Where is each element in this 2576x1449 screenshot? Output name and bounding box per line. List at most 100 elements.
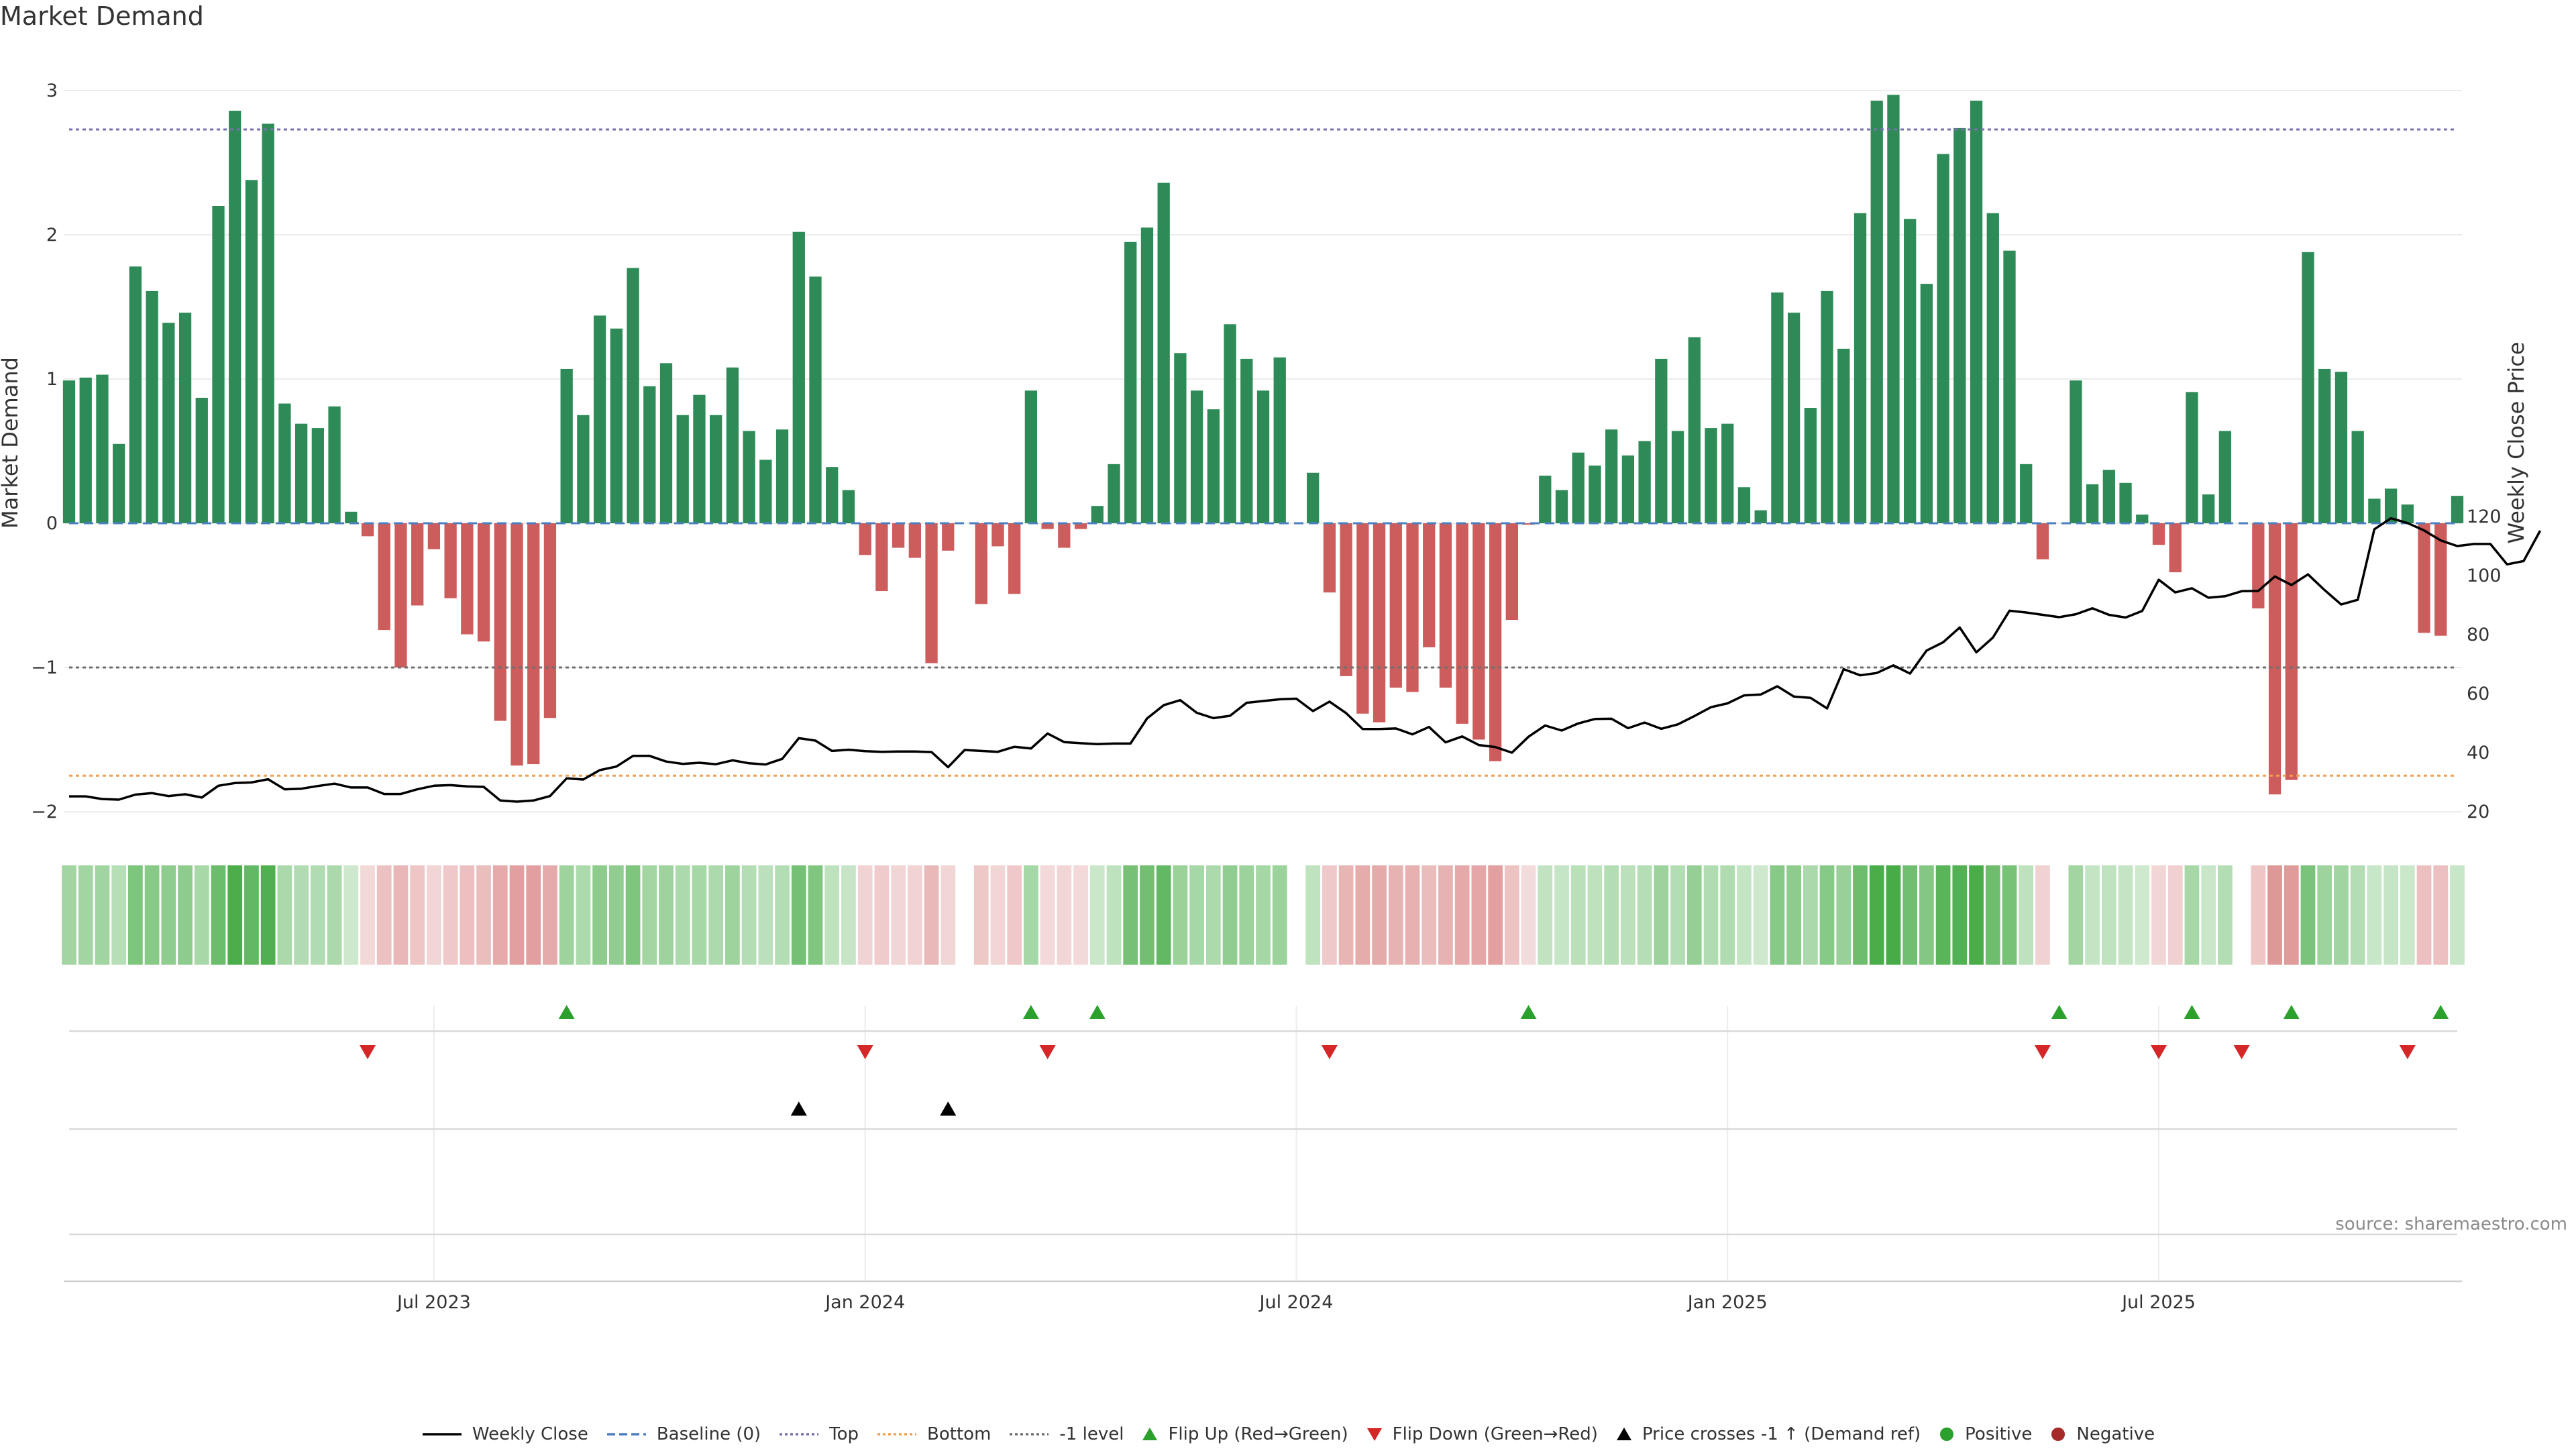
demand-bar-positive	[178, 313, 192, 523]
heat-strip	[62, 865, 2465, 965]
legend-item-positive: Positive	[1938, 1424, 2032, 1444]
flip-up-marker	[2184, 1005, 2200, 1019]
demand-bar-positive	[1870, 101, 1883, 524]
heat-cell-positive	[2218, 865, 2233, 965]
legend-line-icon	[422, 1433, 462, 1436]
demand-bar-positive	[1671, 431, 1684, 523]
heat-cell-negative	[2284, 865, 2299, 965]
heat-cell-positive	[2019, 865, 2034, 965]
legend-symbol	[1940, 1428, 1954, 1441]
left-axis-title: Market Demand	[0, 357, 23, 529]
legend-item-minus-one: -1 level	[1008, 1424, 1124, 1444]
demand-bar-positive	[1986, 213, 1999, 523]
heat-cell-positive	[111, 865, 127, 965]
demand-bar-positive	[328, 406, 341, 523]
heat-cell-negative	[543, 865, 557, 965]
heat-cell-positive	[1123, 865, 1138, 965]
heat-cell-positive	[1256, 865, 1271, 965]
demand-bar-positive	[1970, 101, 1983, 524]
heat-cell-positive	[741, 865, 757, 965]
source-note: source: sharemaestro.com	[2335, 1214, 2567, 1234]
demand-bar-positive	[693, 394, 706, 523]
demand-bar-positive	[577, 415, 590, 523]
legend-marker-icon	[1616, 1428, 1631, 1440]
heat-cell-negative	[1504, 865, 1519, 965]
demand-bar-negative	[494, 523, 506, 721]
heat-cell-positive	[227, 865, 243, 965]
heat-cell-positive	[1189, 865, 1204, 965]
heat-cell-positive	[1969, 865, 1984, 965]
heat-cell-positive	[1272, 865, 1287, 965]
heat-cell-negative	[2267, 865, 2282, 965]
heat-cell-negative	[1040, 865, 1055, 965]
demand-bar-positive	[2451, 496, 2464, 523]
heat-cell-positive	[194, 865, 209, 965]
legend-item-flip-up: Flip Up (Red→Green)	[1141, 1424, 1348, 1444]
demand-bar-negative	[1472, 523, 1485, 740]
demand-bar-negative	[1356, 523, 1369, 714]
demand-bar-negative	[1074, 523, 1087, 529]
demand-bar-positive	[129, 266, 142, 523]
legend-marker-icon	[1940, 1428, 1954, 1441]
legend-label: Negative	[2076, 1424, 2155, 1444]
demand-bar-positive	[1024, 390, 1038, 523]
heat-cell-negative	[1007, 865, 1022, 965]
demand-bar-positive	[643, 386, 656, 523]
demand-bar-positive	[710, 415, 722, 523]
demand-bar-positive	[229, 111, 241, 524]
heat-cell-positive	[78, 865, 93, 965]
demand-bar-positive	[245, 180, 258, 523]
heat-cell-positive	[1587, 865, 1603, 965]
heat-cell-positive	[161, 865, 176, 965]
demand-bar-negative	[2418, 523, 2430, 633]
heat-cell-positive	[1554, 865, 1569, 965]
demand-bar-positive	[1721, 423, 1734, 523]
legend-symbol	[2051, 1428, 2065, 1441]
heat-cell-negative	[1471, 865, 1487, 965]
right-tick-label: 80	[2467, 625, 2489, 645]
heat-cell-positive	[608, 865, 624, 965]
demand-bar-positive	[1256, 390, 1270, 523]
left-tick-label: −2	[31, 802, 58, 822]
price-cross-marker	[790, 1102, 807, 1116]
heat-cell-positive	[2400, 865, 2415, 965]
demand-bar-positive	[1273, 357, 1286, 523]
demand-bar-positive	[2102, 470, 2115, 523]
demand-bar-positive	[1854, 213, 1867, 523]
demand-bar-positive	[113, 443, 125, 523]
heat-cell-negative	[1322, 865, 1337, 965]
legend-line-icon	[780, 1433, 819, 1436]
heat-cell-negative	[2416, 865, 2432, 965]
demand-bar-positive	[62, 380, 76, 523]
heat-cell-positive	[343, 865, 359, 965]
heat-cell-positive	[791, 865, 806, 965]
axes: 3 2 1 0 −1 −2 120 100 80 60 40 20 Jul 2023 Jan 2024 Ju…	[0, 80, 2529, 1313]
demand-bar-positive	[2218, 431, 2232, 523]
demand-bar-negative	[2036, 523, 2049, 559]
demand-bar-positive	[1904, 219, 1917, 523]
demand-bar-positive	[1887, 95, 1900, 523]
demand-bar-positive	[560, 368, 573, 523]
demand-bar-positive	[1539, 476, 1552, 523]
demand-bar-positive	[2202, 494, 2215, 523]
heat-cell-negative	[1372, 865, 1387, 965]
heat-cell-positive	[294, 865, 309, 965]
demand-bar-positive	[1688, 337, 1701, 523]
demand-bar-negative	[1008, 523, 1021, 594]
heat-cell-negative	[476, 865, 491, 965]
demand-bar-negative	[859, 523, 871, 555]
heat-cell-positive	[1902, 865, 1918, 965]
heat-cell-negative	[2035, 865, 2050, 965]
heat-cell-positive	[775, 865, 790, 965]
heat-cell-negative	[1338, 865, 1354, 965]
demand-bar-negative	[2268, 523, 2282, 795]
demand-bar-negative	[511, 523, 523, 766]
legend-marker-icon	[1142, 1428, 1158, 1440]
demand-bar-positive	[2368, 498, 2381, 523]
heat-cell-positive	[2334, 865, 2349, 965]
flip-down-marker	[1321, 1045, 1338, 1059]
heat-cell-positive	[2383, 865, 2398, 965]
flip-up-marker	[1520, 1005, 1537, 1019]
heat-cell-negative	[1388, 865, 1403, 965]
legend-label: Top	[829, 1424, 859, 1444]
